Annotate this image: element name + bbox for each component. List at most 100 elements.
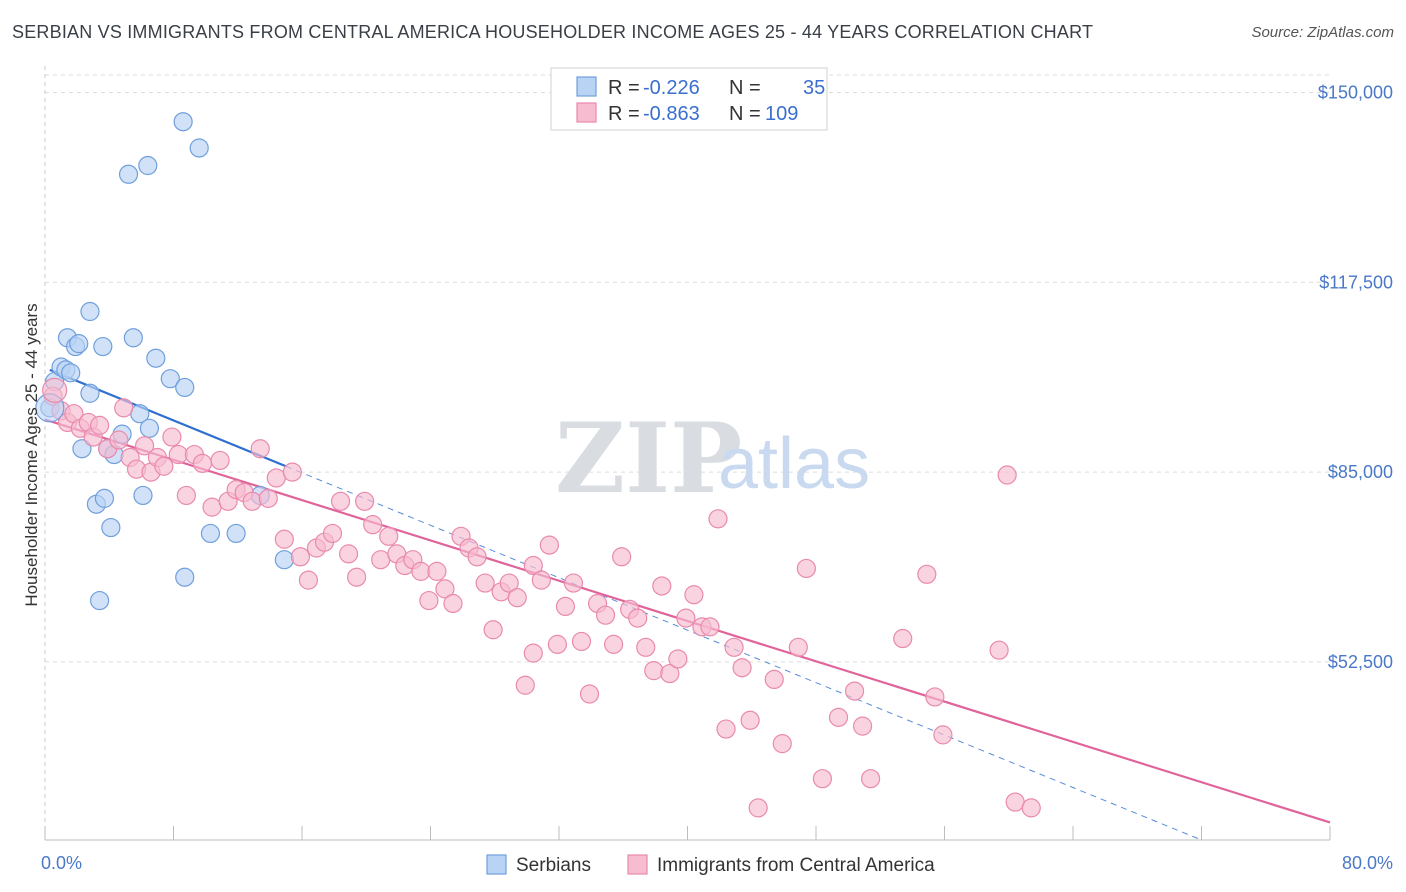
x-tick-labels: 0.0% 80.0% bbox=[41, 853, 1393, 873]
point-immigrants bbox=[379, 526, 399, 546]
point-immigrants bbox=[1021, 798, 1041, 818]
point-immigrants-cluster bbox=[42, 377, 68, 403]
legend-n-label-1: N = bbox=[729, 77, 761, 99]
point-immigrants bbox=[893, 628, 913, 649]
point-immigrants bbox=[347, 567, 367, 587]
axes bbox=[44, 66, 1331, 841]
point-immigrants bbox=[168, 444, 188, 465]
point-immigrants bbox=[828, 707, 849, 727]
watermark: ZIP atlas bbox=[555, 402, 870, 515]
point-immigrants bbox=[419, 590, 439, 611]
point-immigrants bbox=[716, 719, 736, 739]
point-immigrants bbox=[644, 661, 664, 681]
bottom-legend: Serbians Immigrants from Central America bbox=[486, 854, 935, 876]
watermark-zip: ZIP bbox=[555, 402, 742, 515]
point-immigrants bbox=[355, 491, 375, 511]
point-serbians bbox=[123, 328, 143, 348]
point-serbians bbox=[175, 377, 195, 398]
point-serbians bbox=[61, 363, 81, 383]
point-immigrants bbox=[788, 637, 808, 657]
point-immigrants bbox=[266, 468, 286, 488]
legend-r-label-1: R = bbox=[608, 77, 640, 99]
x-tick-label-max: 80.0% bbox=[1342, 853, 1393, 873]
point-immigrants bbox=[604, 634, 624, 654]
trendline-dashed-serbians bbox=[285, 465, 1202, 841]
point-immigrants bbox=[796, 558, 816, 579]
point-serbians bbox=[189, 138, 209, 158]
point-immigrants bbox=[844, 681, 865, 701]
point-serbians bbox=[133, 485, 153, 506]
point-serbians bbox=[80, 383, 100, 403]
point-immigrants bbox=[748, 798, 768, 818]
point-immigrants bbox=[595, 605, 616, 625]
point-serbians bbox=[93, 336, 113, 357]
point-serbians bbox=[139, 418, 160, 438]
point-immigrants bbox=[676, 608, 696, 628]
point-immigrants bbox=[772, 734, 792, 754]
point-serbians bbox=[138, 155, 158, 176]
point-immigrants bbox=[363, 515, 383, 535]
point-immigrants bbox=[531, 570, 551, 590]
point-immigrants bbox=[282, 462, 302, 482]
point-immigrants bbox=[636, 637, 656, 657]
point-serbians bbox=[101, 517, 121, 538]
point-immigrants bbox=[523, 555, 543, 576]
point-immigrants bbox=[724, 637, 744, 657]
y-tick-label: $52,500 bbox=[1328, 652, 1393, 672]
point-immigrants bbox=[708, 509, 728, 529]
point-immigrants bbox=[555, 596, 576, 617]
legend-n-value-2: 109 bbox=[765, 103, 798, 125]
point-immigrants bbox=[435, 579, 455, 599]
point-immigrants bbox=[852, 716, 873, 736]
point-immigrants bbox=[411, 561, 431, 581]
bottom-legend-swatch-immigrants bbox=[627, 854, 648, 875]
point-serbians bbox=[146, 348, 166, 368]
watermark-atlas: atlas bbox=[718, 424, 870, 504]
point-immigrants bbox=[134, 436, 155, 456]
bottom-legend-label-serbians: Serbians bbox=[516, 855, 591, 876]
point-immigrants bbox=[242, 491, 262, 511]
point-immigrants bbox=[109, 430, 129, 450]
point-immigrants bbox=[90, 415, 110, 435]
point-serbians bbox=[72, 439, 92, 459]
point-immigrants bbox=[612, 547, 632, 567]
point-serbians bbox=[69, 334, 89, 354]
top-legend: R = -0.226 N = 35 R = -0.863 N = 109 bbox=[550, 67, 828, 131]
point-immigrants bbox=[933, 725, 953, 745]
point-serbians bbox=[94, 488, 115, 508]
point-immigrants bbox=[515, 675, 535, 695]
y-tick-labels: $52,500 $85,000 $117,500 $150,000 bbox=[1318, 83, 1393, 672]
point-immigrants bbox=[764, 669, 784, 690]
point-immigrants bbox=[507, 588, 527, 608]
point-immigrants bbox=[427, 561, 447, 581]
point-immigrants bbox=[443, 593, 463, 614]
legend-swatch-immigrants bbox=[576, 102, 597, 123]
point-immigrants bbox=[114, 398, 134, 418]
legend-r-value-2: -0.863 bbox=[643, 103, 700, 125]
point-immigrants bbox=[997, 465, 1017, 485]
point-immigrants bbox=[652, 576, 672, 596]
point-immigrants bbox=[467, 547, 487, 567]
point-immigrants bbox=[684, 585, 704, 605]
legend-swatch-serbians bbox=[576, 76, 597, 97]
legend-n-value-1: 35 bbox=[803, 77, 825, 99]
top-legend-box bbox=[550, 67, 828, 131]
point-serbians bbox=[160, 369, 180, 389]
point-immigrants bbox=[371, 550, 391, 570]
point-immigrants bbox=[338, 544, 359, 564]
point-immigrants bbox=[499, 573, 519, 593]
point-immigrants bbox=[732, 658, 752, 678]
point-immigrants bbox=[989, 640, 1009, 660]
point-immigrants bbox=[740, 710, 760, 730]
point-immigrants bbox=[547, 634, 567, 654]
point-immigrants bbox=[812, 769, 833, 789]
point-serbians bbox=[200, 523, 221, 544]
point-immigrants bbox=[579, 684, 600, 704]
point-serbians bbox=[118, 164, 139, 184]
legend-r-label-2: R = bbox=[608, 103, 640, 125]
point-immigrants bbox=[202, 497, 222, 517]
point-immigrants bbox=[475, 573, 495, 593]
y-tick-label: $117,500 bbox=[1319, 272, 1393, 292]
point-serbians bbox=[90, 590, 110, 611]
chart-title: SERBIAN VS IMMIGRANTS FROM CENTRAL AMERI… bbox=[12, 22, 1094, 42]
